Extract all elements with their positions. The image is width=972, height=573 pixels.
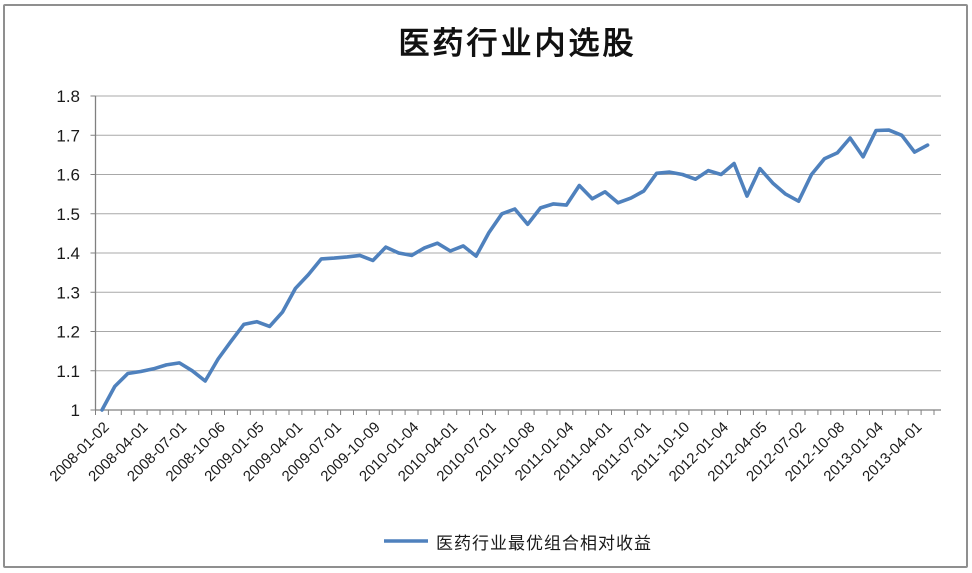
y-axis-label: 1.2 (56, 323, 80, 342)
y-axis-label: 1.3 (56, 283, 80, 302)
legend-line-sample (384, 539, 428, 543)
legend-label: 医药行业最优组合相对收益 (436, 533, 652, 553)
y-axis-label: 1.8 (56, 87, 80, 106)
y-axis-label: 1.5 (56, 205, 80, 224)
y-axis-label: 1.1 (56, 362, 80, 381)
chart-frame (3, 4, 968, 568)
y-axis-label: 1 (71, 401, 80, 420)
y-axis-label: 1.7 (56, 126, 80, 145)
y-axis-label: 1.4 (56, 244, 80, 263)
y-axis-label: 1.6 (56, 166, 80, 185)
series-line (100, 128, 930, 412)
chart-title: 医药行业内选股 (398, 26, 637, 62)
legend: 医药行业最优组合相对收益 (95, 527, 940, 555)
